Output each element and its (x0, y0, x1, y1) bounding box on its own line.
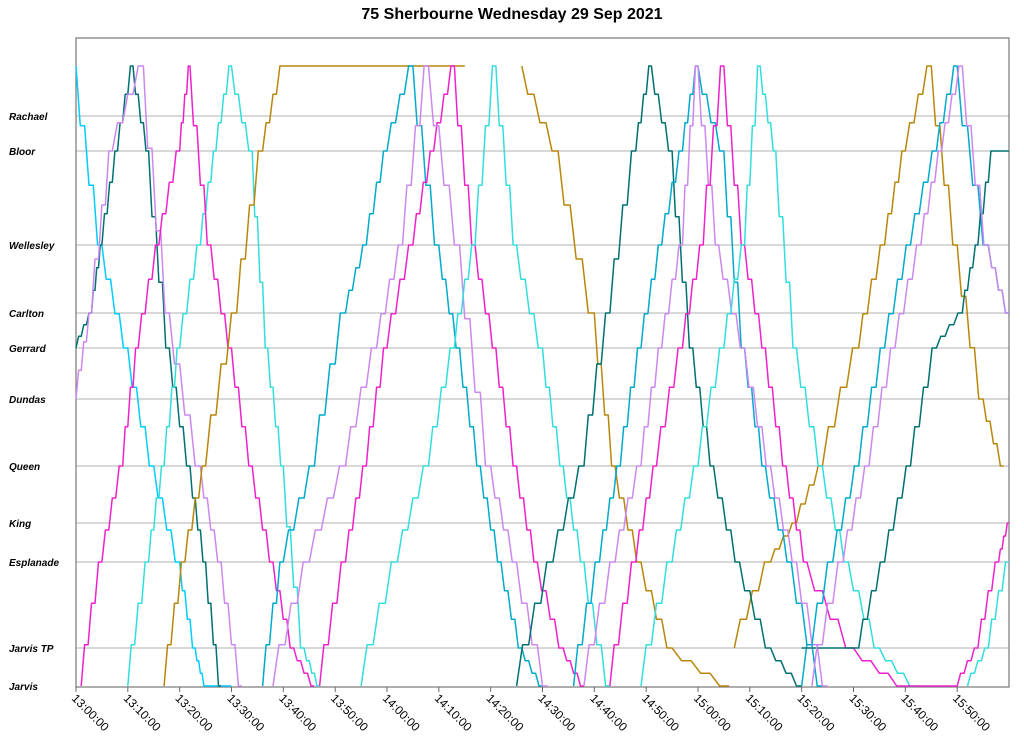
x-tick-label: 13:00:00 (69, 691, 112, 734)
x-tick-label: 15:40:00 (898, 691, 941, 734)
series-line-4 (127, 65, 320, 687)
chart-title: 75 Sherbourne Wednesday 29 Sep 2021 (361, 6, 663, 23)
x-tick-label: 13:10:00 (121, 691, 164, 734)
x-tick-label: 14:40:00 (587, 691, 630, 734)
x-tick-label: 14:00:00 (380, 691, 423, 734)
x-tick-label: 14:50:00 (639, 691, 682, 734)
x-tick-label: 13:20:00 (173, 691, 216, 734)
series-line-21 (905, 522, 1009, 687)
x-tick-label: 13:40:00 (276, 691, 319, 734)
series-line-7 (521, 65, 730, 687)
series-line-10 (318, 65, 584, 687)
series-line-13 (515, 65, 802, 687)
y-tick-label: Wellesley (9, 241, 55, 252)
x-tick-label: 14:10:00 (432, 691, 475, 734)
x-tick-label: 13:30:00 (224, 691, 267, 734)
series-line-14 (572, 65, 823, 687)
series-line-3 (75, 65, 242, 687)
x-tick-label: 15:50:00 (950, 691, 993, 734)
series-line-8 (733, 65, 1004, 649)
series-line-5 (80, 65, 315, 687)
series-line-18 (800, 65, 1009, 687)
series-line-22 (966, 561, 1009, 687)
y-tick-label: Carlton (9, 309, 44, 320)
y-tick-label: Queen (9, 462, 40, 473)
x-tick-label: 15:10:00 (743, 691, 786, 734)
y-tick-label: Dundas (9, 395, 46, 406)
series-line-17 (640, 65, 916, 687)
x-tick-label: 15:30:00 (846, 691, 889, 734)
y-tick-label: Bloor (9, 147, 36, 158)
y-tick-label: Rachael (9, 112, 48, 123)
series-line-1 (75, 65, 232, 687)
series-line-12 (360, 65, 610, 687)
series-line-20 (811, 65, 1009, 687)
x-tick-label: 15:00:00 (691, 691, 734, 734)
x-tick-label: 14:30:00 (535, 691, 578, 734)
y-tick-label: Jarvis TP (9, 644, 54, 655)
series-line-2 (75, 65, 222, 687)
series-line-19 (801, 150, 1009, 649)
y-tick-label: Gerrard (9, 344, 47, 355)
y-tick-label: King (9, 519, 31, 530)
x-tick-label: 15:20:00 (795, 691, 838, 734)
x-tick-label: 14:20:00 (484, 691, 527, 734)
series-line-15 (583, 65, 828, 687)
y-tick-label: Jarvis (9, 682, 38, 693)
y-tick-label: Esplanade (9, 558, 59, 569)
series-line-11 (272, 65, 548, 687)
series-line-6 (163, 65, 465, 687)
series-line-16 (609, 65, 906, 687)
x-tick-label: 13:50:00 (328, 691, 371, 734)
series-line-9 (261, 65, 543, 687)
